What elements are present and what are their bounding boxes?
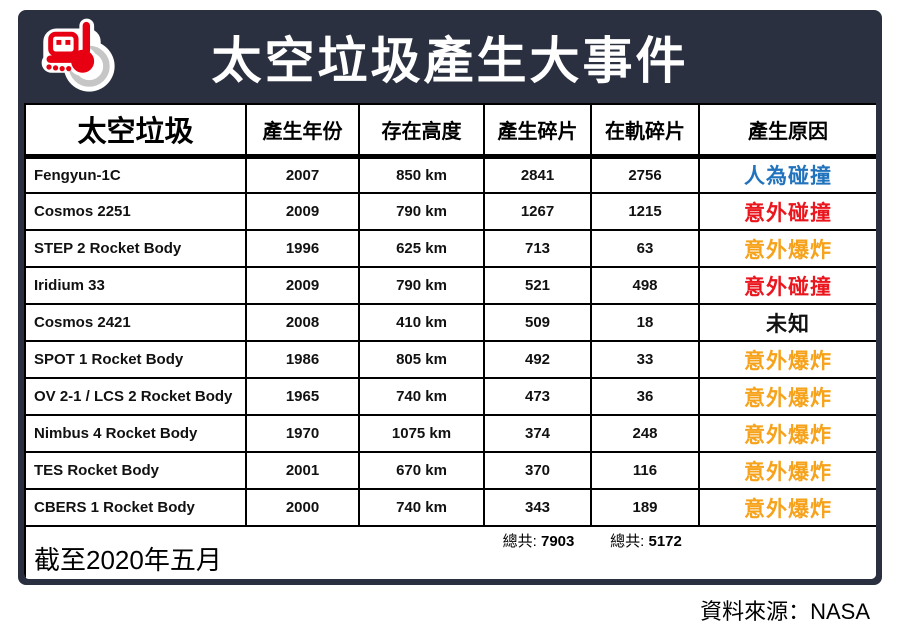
fragments-generated-total: 總共: 7903	[485, 530, 592, 551]
total-value: 5172	[648, 533, 682, 550]
debris-name-cell: Iridium 33	[24, 266, 247, 305]
debris-name-cell: STEP 2 Rocket Body	[24, 229, 247, 268]
altitude-cell: 805 km	[358, 340, 485, 379]
fragments-generated-cell: 492	[483, 340, 592, 379]
as-of-date: 截至2020年五月	[34, 545, 222, 575]
cause-cell: 意外爆炸	[698, 229, 876, 268]
year-cell: 2009	[245, 192, 360, 231]
fragments-in-orbit-cell: 1215	[590, 192, 700, 231]
col-header-fragments-generated: 產生碎片	[483, 103, 592, 159]
table-row: SPOT 1 Rocket Body 1986 805 km 492 33 意外爆炸	[24, 340, 876, 379]
cause-cell: 未知	[698, 303, 876, 342]
col-header-debris: 太空垃圾	[24, 103, 247, 159]
table-row: TES Rocket Body 2001 670 km 370 116 意外爆炸	[24, 451, 876, 490]
fragments-generated-cell: 370	[483, 451, 592, 490]
debris-name-cell: SPOT 1 Rocket Body	[24, 340, 247, 379]
debris-name-cell: OV 2-1 / LCS 2 Rocket Body	[24, 377, 247, 416]
year-cell: 1986	[245, 340, 360, 379]
table-footer-cell: 總共: 7903 總共: 5172 截至2020年五月	[24, 525, 876, 579]
cause-cell: 意外碰撞	[698, 192, 876, 231]
fragments-in-orbit-cell: 498	[590, 266, 700, 305]
infographic-panel: 太空垃圾產生大事件 太空垃圾 產生年份 存在高度 產生碎片 在軌碎片 產生原因 …	[18, 10, 882, 585]
fragments-generated-cell: 521	[483, 266, 592, 305]
debris-name-cell: Cosmos 2421	[24, 303, 247, 342]
table-row: Nimbus 4 Rocket Body 1970 1075 km 374 248 意外爆…	[24, 414, 876, 453]
table-row: Cosmos 2421 2008 410 km 509 18 未知	[24, 303, 876, 342]
fragments-generated-cell: 473	[483, 377, 592, 416]
total-label: 總共:	[610, 533, 645, 550]
table-header-row: 太空垃圾 產生年份 存在高度 產生碎片 在軌碎片 產生原因	[24, 103, 876, 159]
cause-cell: 意外爆炸	[698, 414, 876, 453]
dotdotnews-logo-icon	[41, 18, 115, 92]
fragments-generated-cell: 2841	[483, 155, 592, 194]
altitude-cell: 1075 km	[358, 414, 485, 453]
debris-name-cell: TES Rocket Body	[24, 451, 247, 490]
altitude-cell: 740 km	[358, 377, 485, 416]
year-cell: 2009	[245, 266, 360, 305]
table-body: Fengyun-1C 2007 850 km 2841 2756 人為碰撞 Cosmos 2…	[24, 155, 876, 527]
fragments-generated-cell: 1267	[483, 192, 592, 231]
col-header-year: 產生年份	[245, 103, 360, 159]
debris-name-cell: Nimbus 4 Rocket Body	[24, 414, 247, 453]
fragments-in-orbit-cell: 2756	[590, 155, 700, 194]
total-label: 總共:	[502, 533, 537, 550]
fragments-generated-cell: 713	[483, 229, 592, 268]
fragments-in-orbit-cell: 33	[590, 340, 700, 379]
cause-cell: 意外爆炸	[698, 488, 876, 527]
cause-cell: 意外爆炸	[698, 451, 876, 490]
fragments-generated-cell: 343	[483, 488, 592, 527]
col-header-fragments-in-orbit: 在軌碎片	[590, 103, 700, 159]
altitude-cell: 790 km	[358, 266, 485, 305]
fragments-generated-cell: 374	[483, 414, 592, 453]
fragments-in-orbit-cell: 116	[590, 451, 700, 490]
col-header-altitude: 存在高度	[358, 103, 485, 159]
year-cell: 2008	[245, 303, 360, 342]
altitude-cell: 790 km	[358, 192, 485, 231]
year-cell: 2007	[245, 155, 360, 194]
debris-table-wrap: 太空垃圾 產生年份 存在高度 產生碎片 在軌碎片 產生原因 Fengyun-1C…	[24, 103, 876, 579]
year-cell: 1996	[245, 229, 360, 268]
fragments-in-orbit-cell: 248	[590, 414, 700, 453]
debris-name-cell: Fengyun-1C	[24, 155, 247, 194]
fragments-in-orbit-cell: 36	[590, 377, 700, 416]
fragments-in-orbit-total: 總共: 5172	[592, 530, 700, 551]
table-row: Fengyun-1C 2007 850 km 2841 2756 人為碰撞	[24, 155, 876, 194]
fragments-in-orbit-cell: 189	[590, 488, 700, 527]
header-band: 太空垃圾產生大事件	[18, 10, 882, 103]
year-cell: 1965	[245, 377, 360, 416]
page-title: 太空垃圾產生大事件	[211, 32, 689, 89]
total-value: 7903	[540, 533, 575, 550]
fragments-generated-cell: 509	[483, 303, 592, 342]
altitude-cell: 410 km	[358, 303, 485, 342]
data-source: 資料來源：NASA	[700, 599, 870, 624]
table-row: OV 2-1 / LCS 2 Rocket Body 1965 740 km 473 3…	[24, 377, 876, 416]
table-row: Cosmos 2251 2009 790 km 1267 1215 意外碰撞	[24, 192, 876, 231]
year-cell: 1970	[245, 414, 360, 453]
table-row: CBERS 1 Rocket Body 2000 740 km 343 189 意外爆炸	[24, 488, 876, 527]
cause-cell: 意外爆炸	[698, 377, 876, 416]
debris-table: 太空垃圾 產生年份 存在高度 產生碎片 在軌碎片 產生原因 Fengyun-1C…	[24, 103, 876, 579]
fragments-in-orbit-cell: 63	[590, 229, 700, 268]
cause-cell: 人為碰撞	[698, 155, 876, 194]
table-row: STEP 2 Rocket Body 1996 625 km 713 63 意外爆炸	[24, 229, 876, 268]
fragments-in-orbit-cell: 18	[590, 303, 700, 342]
year-cell: 2001	[245, 451, 360, 490]
cause-cell: 意外爆炸	[698, 340, 876, 379]
table-footer-row: 總共: 7903 總共: 5172 截至2020年五月	[24, 525, 876, 579]
altitude-cell: 625 km	[358, 229, 485, 268]
cause-cell: 意外碰撞	[698, 266, 876, 305]
altitude-cell: 740 km	[358, 488, 485, 527]
debris-name-cell: Cosmos 2251	[24, 192, 247, 231]
table-row: Iridium 33 2009 790 km 521 498 意外碰撞	[24, 266, 876, 305]
debris-name-cell: CBERS 1 Rocket Body	[24, 488, 247, 527]
year-cell: 2000	[245, 488, 360, 527]
altitude-cell: 850 km	[358, 155, 485, 194]
col-header-cause: 產生原因	[698, 103, 876, 159]
altitude-cell: 670 km	[358, 451, 485, 490]
